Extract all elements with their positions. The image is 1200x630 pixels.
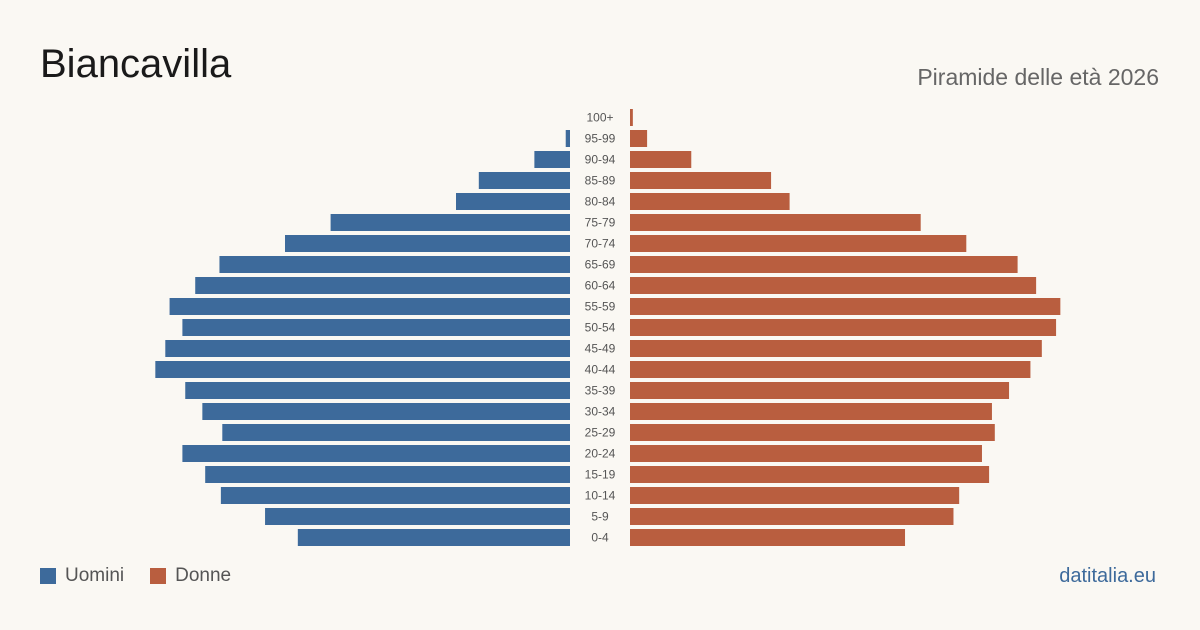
age-group-label: 60-64 xyxy=(585,279,616,293)
age-group-label: 65-69 xyxy=(585,258,616,272)
legend-swatch-men xyxy=(40,568,56,584)
bar-women xyxy=(630,151,692,168)
age-group-label: 80-84 xyxy=(585,195,616,209)
legend-swatch-women xyxy=(150,568,167,584)
bar-men xyxy=(478,172,570,189)
bar-men xyxy=(205,466,570,483)
bar-men xyxy=(182,319,570,336)
legend-item-women: Donne xyxy=(150,565,231,587)
bar-women xyxy=(630,529,906,546)
age-group-label: 90-94 xyxy=(585,153,616,167)
bar-men xyxy=(534,151,570,168)
bar-men xyxy=(155,361,570,378)
legend-label-women: Donne xyxy=(175,565,232,586)
bar-men xyxy=(169,298,570,315)
age-group-label: 45-49 xyxy=(585,342,616,356)
bar-men xyxy=(219,256,570,273)
age-group-label: 15-19 xyxy=(585,468,616,482)
legend-item-men: Uomini xyxy=(40,565,124,587)
legend-label-men: Uomini xyxy=(65,565,125,586)
bar-women xyxy=(630,193,790,210)
age-group-label: 5-9 xyxy=(591,510,609,524)
age-group-label: 40-44 xyxy=(585,363,616,377)
bar-men xyxy=(285,235,570,252)
bar-men xyxy=(456,193,570,210)
age-group-label: 70-74 xyxy=(585,237,616,251)
bar-men xyxy=(222,424,571,441)
age-group-label: 20-24 xyxy=(585,447,616,461)
bar-women xyxy=(630,361,1031,378)
bar-men xyxy=(195,277,570,294)
bar-women xyxy=(630,214,921,231)
bar-women xyxy=(630,319,1057,336)
bar-men xyxy=(220,487,570,504)
age-group-label: 95-99 xyxy=(585,132,616,146)
bar-women xyxy=(630,403,992,420)
bar-women xyxy=(630,340,1042,357)
bar-women xyxy=(630,235,967,252)
bar-men xyxy=(182,445,570,462)
bar-women xyxy=(630,445,982,462)
age-group-label: 30-34 xyxy=(585,405,616,419)
bar-men xyxy=(185,382,570,399)
bar-men xyxy=(202,403,570,420)
bar-men xyxy=(565,130,570,147)
bar-women xyxy=(630,424,995,441)
bar-women xyxy=(630,130,648,147)
bar-women xyxy=(630,109,633,126)
age-group-label: 10-14 xyxy=(585,489,616,503)
age-group-label: 55-59 xyxy=(585,300,616,314)
bar-men xyxy=(265,508,570,525)
source-link[interactable]: datitalia.eu xyxy=(1059,565,1156,587)
page-title: Biancavilla xyxy=(40,42,232,86)
legend: Uomini Donne xyxy=(40,565,231,587)
bar-women xyxy=(630,256,1018,273)
bar-men xyxy=(330,214,570,231)
bar-men xyxy=(297,529,570,546)
bar-women xyxy=(630,508,954,525)
age-group-label: 75-79 xyxy=(585,216,616,230)
chart-subtitle: Piramide delle età 2026 xyxy=(917,64,1159,90)
bar-women xyxy=(630,382,1010,399)
bar-women xyxy=(630,277,1037,294)
bar-men xyxy=(165,340,571,357)
bar-women xyxy=(630,487,960,504)
age-group-label: 85-89 xyxy=(585,174,616,188)
age-group-label: 25-29 xyxy=(585,426,616,440)
age-group-label: 100+ xyxy=(586,111,613,125)
bar-women xyxy=(630,466,990,483)
bar-women xyxy=(630,298,1061,315)
bar-women xyxy=(630,172,772,189)
age-group-label: 0-4 xyxy=(591,531,609,545)
age-group-label: 35-39 xyxy=(585,384,616,398)
age-group-label: 50-54 xyxy=(585,321,616,335)
